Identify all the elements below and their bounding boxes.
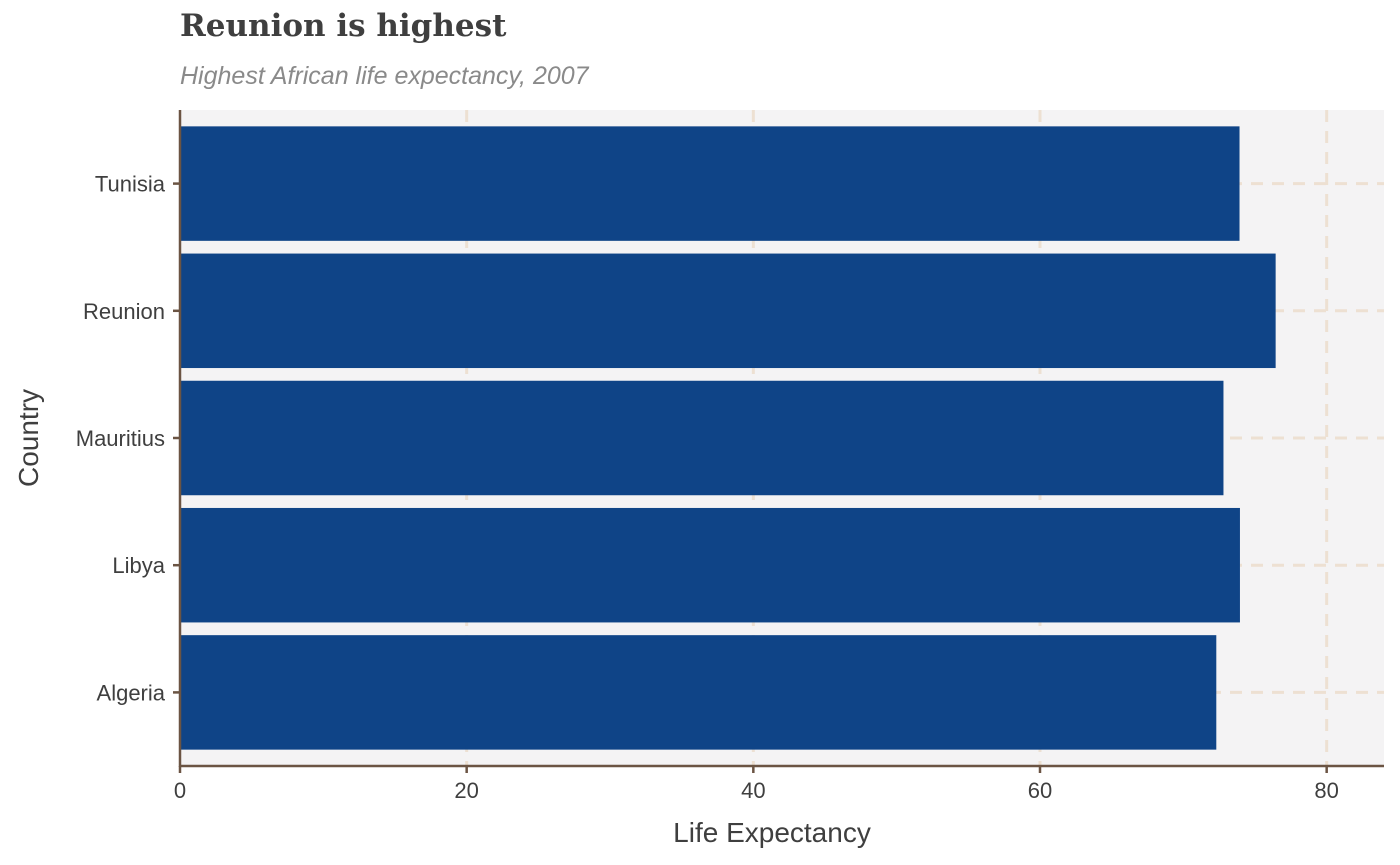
tick-labels: 0 20 40 60 80 Algeria Libya Mauritius Reunion Tun… (76, 172, 1339, 803)
x-tick-label: 60 (1028, 778, 1052, 803)
y-tick-label: Libya (112, 553, 165, 578)
x-tick-label: 40 (741, 778, 765, 803)
y-tick-label: Reunion (83, 299, 165, 324)
axes (173, 110, 1384, 773)
bar-libya (180, 507, 1240, 623)
x-tick-label: 80 (1314, 778, 1338, 803)
y-axis-title: Country (13, 389, 44, 487)
bar-algeria (180, 635, 1217, 750)
bar-mauritius (180, 380, 1224, 496)
bars (180, 126, 1276, 750)
x-tick-label: 0 (174, 778, 186, 803)
x-tick-label: 20 (454, 778, 478, 803)
y-tick-label: Mauritius (76, 426, 165, 451)
chart-subtitle: Highest African life expectancy, 2007 (180, 62, 589, 90)
y-tick-label: Tunisia (95, 172, 166, 197)
y-tick-label: Algeria (97, 680, 166, 705)
x-axis-title: Life Expectancy (673, 817, 871, 848)
bar-reunion (180, 253, 1276, 369)
chart-title: Reunion is highest (180, 8, 507, 44)
bar-tunisia (180, 126, 1240, 241)
